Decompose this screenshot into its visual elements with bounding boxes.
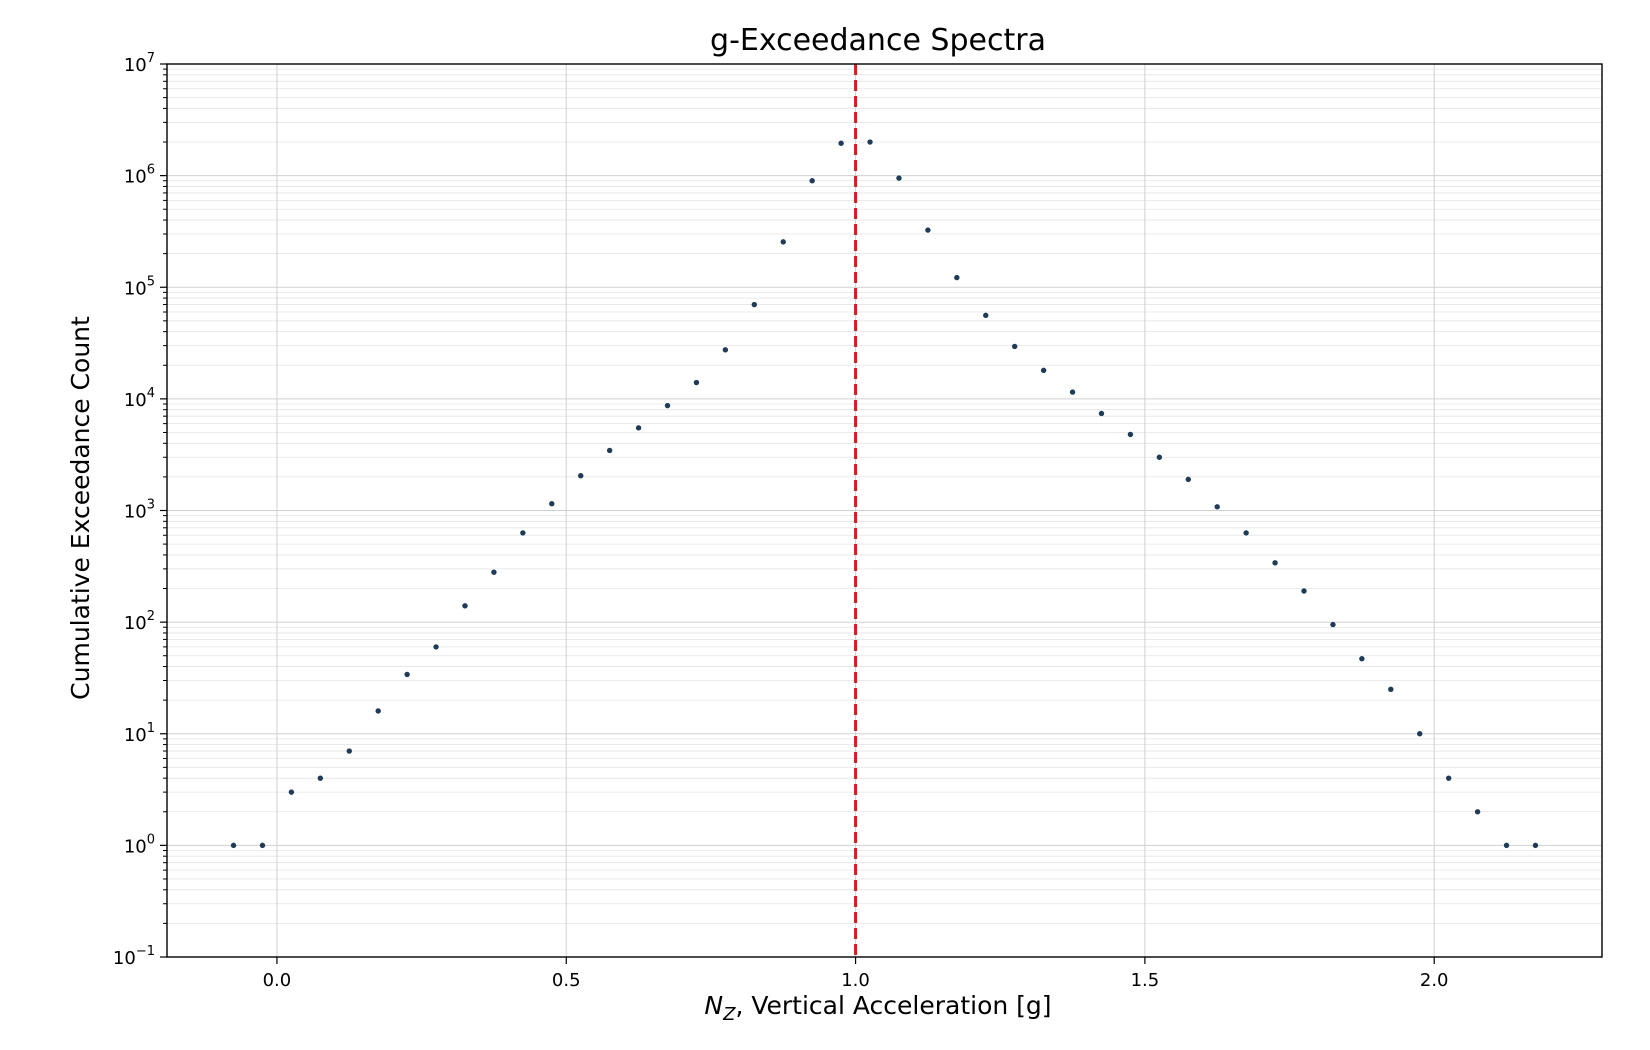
data-point [1127,431,1134,438]
x-tick-label: 0.0 [263,970,292,991]
data-point [317,775,324,781]
data-point [1330,621,1336,628]
data-point [1388,686,1394,693]
x-axis-title: NZ, Vertical Acceleration [g] [704,991,1051,1025]
y-tick-label: 107 [124,51,155,76]
x-tick-label: 1.0 [841,970,870,991]
y-tick-label: 106 [124,163,155,188]
data-point [288,789,295,795]
data-point [433,644,439,650]
data-point [1272,560,1278,566]
data-point [1417,731,1423,737]
y-tick-label: 103 [124,498,155,523]
data-point [722,347,729,353]
data-point [925,227,931,233]
x-axis-title-symbol: N [704,991,723,1020]
data-point [1185,476,1191,483]
data-point [780,239,786,245]
data-point [896,175,902,181]
x-axis-title-subscript: Z [722,1004,736,1025]
data-point [259,842,266,849]
data-point [404,671,410,678]
data-point [635,425,642,431]
data-points [230,139,1539,849]
data-point [1011,343,1018,350]
data-point [983,312,989,319]
grid [167,63,1602,958]
data-point [346,748,352,754]
data-point [549,501,555,507]
data-point [1503,842,1510,849]
data-point [491,569,497,575]
y-tick-label: 102 [124,609,155,634]
x-axis-title-rest: , Vertical Acceleration [g] [735,991,1051,1020]
data-point [1069,389,1076,395]
y-axis-title: Cumulative Exceedance Count [66,316,95,700]
data-point [606,447,613,454]
data-point [230,842,237,849]
data-point [1474,809,1481,815]
data-point [867,139,873,145]
data-point [1532,842,1539,849]
data-point [1214,504,1220,510]
chart-title: g-Exceedance Spectra [710,23,1046,58]
data-point [1156,454,1163,460]
data-point [375,708,381,714]
data-point [1301,588,1307,594]
y-tick-label: 10−1 [113,944,155,969]
x-tick-label: 1.5 [1131,970,1160,991]
data-point [578,473,584,479]
x-tick-label: 0.5 [552,970,581,991]
x-tick-label: 2.0 [1420,970,1449,991]
x-axis-ticks: 0.0 0.5 1.0 1.5 2.0 [263,957,1449,991]
y-tick-label: 104 [124,386,155,411]
y-axis-ticks: 10−1 100 101 102 103 104 105 106 107 [113,51,167,969]
data-point [664,402,671,409]
data-point [1359,656,1365,662]
data-point [520,530,526,536]
y-tick-label: 101 [124,721,155,746]
data-point [809,178,815,184]
data-point [751,301,758,308]
data-point [693,379,700,386]
data-point [1098,410,1105,417]
data-point [1040,367,1047,374]
y-tick-label: 105 [124,274,155,299]
data-point [1243,530,1249,536]
data-point [954,274,960,281]
data-point [1445,775,1452,781]
data-point [462,603,468,609]
y-tick-label: 100 [124,832,155,857]
data-point [838,140,844,146]
